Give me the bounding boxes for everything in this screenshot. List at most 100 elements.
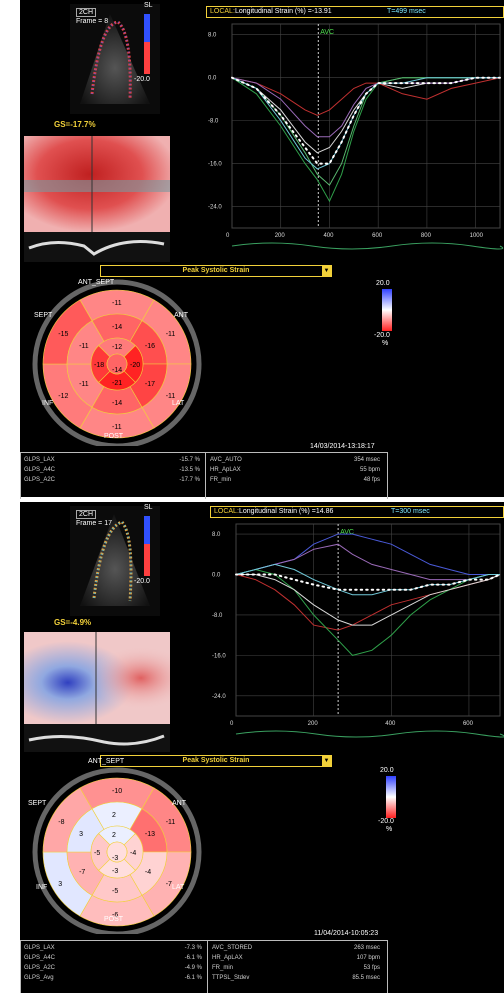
stat-label: AVC_STORED	[212, 945, 253, 951]
avc-label: AVC	[340, 529, 354, 536]
wall-sept: SEPT	[34, 312, 53, 319]
y-tick-label: -16.0	[208, 162, 222, 168]
y-tick-label: 0.0	[212, 573, 221, 579]
segment-value: -15	[58, 331, 68, 338]
segment-apex[interactable]	[106, 841, 128, 863]
strain-heatmap[interactable]	[24, 136, 170, 262]
segment-value: -14	[112, 324, 122, 331]
x-tick-label: 600	[372, 233, 383, 239]
segment-value: -13	[145, 831, 155, 838]
frame-label: Frame = 17	[76, 520, 112, 527]
stats-right: AVC_STORED 263 msec HR_ApLAX 107 bpm FR_min 5…	[212, 941, 382, 987]
thumb-scale-bottom: -20.0	[134, 76, 150, 83]
segment-value: -8	[58, 819, 64, 826]
stat-label: AVC_AUTO	[210, 457, 242, 463]
stats-table: GLPS_LAX -15.7 % GLPS_A4C -13.5 % GLPS_A2C -1…	[20, 452, 388, 499]
stat-value: 85.5 msec	[352, 975, 380, 981]
stat-label: GLPS_A4C	[24, 955, 56, 961]
wall-post: POST	[104, 916, 124, 923]
thumb-scale-bottom: -20.0	[134, 578, 150, 585]
stat-value: -13.5 %	[179, 467, 200, 473]
segment-value: -5	[112, 888, 118, 895]
segment-value: -14	[112, 367, 122, 374]
wall-labels: ANT_SEPT SEPT ANT INF LAT POST	[20, 276, 220, 446]
stat-label: GLPS_A2C	[24, 477, 56, 483]
echo-thumbnail: Frame = 8 2CH SL -20.0	[70, 2, 160, 114]
segment-value: -11	[79, 381, 89, 388]
wall-ant-sept: ANT_SEPT	[88, 758, 125, 765]
echo-image	[80, 514, 150, 606]
chart-title: Longitudinal Strain (%) =14.86	[239, 508, 334, 515]
segment-value: -4	[145, 869, 151, 876]
strain-plot[interactable]: 8.0 0.0 -8.0 -16.0 -24.0 0 200 400 600 AVC	[210, 518, 504, 746]
segment-value: -6	[112, 912, 118, 919]
wall-inf: INF	[42, 400, 54, 407]
x-tick-label: 600	[463, 721, 474, 727]
strain-plot[interactable]: 8.0 0.0 -8.0 -16.0 -24.0 0 200 400 600 800 1000 AVC	[206, 18, 504, 258]
wall-lat: LAT	[172, 884, 185, 891]
y-tick-label: -24.0	[212, 694, 226, 700]
echo-thumbnail: Frame = 17 2CH SL -20.0	[70, 504, 160, 616]
frame-label: Frame = 8	[76, 18, 109, 25]
segment-value: -11	[112, 300, 122, 307]
outer-ring	[32, 279, 202, 446]
stat-label: GLPS_Avg	[24, 975, 54, 981]
bullseye-title: Peak Systolic Strain	[182, 267, 250, 274]
x-tick-label: 1000	[470, 233, 484, 239]
series-line-1	[235, 543, 500, 581]
wall-lat: LAT	[172, 400, 185, 407]
wall-labels: ANT_SEPT SEPT ANT INF LAT POST	[20, 758, 220, 934]
bullseye-plot[interactable]: -11 -11 -11 -11 -12 -15 -14 -16 -17 -14 -11 -11 -12 -…	[22, 276, 212, 446]
scale-sl: SL	[144, 504, 153, 511]
segment-value: -18	[94, 362, 104, 369]
color-scale	[382, 289, 392, 331]
global-strain-label: GS=-17.7%	[54, 120, 96, 129]
y-tick-label: -16.0	[212, 653, 226, 659]
segment-value: -11	[166, 331, 176, 338]
strain-panel-2: Frame = 17 2CH SL -20.0 GS=-4.9% LOCAL: …	[20, 502, 504, 993]
wall-ant: ANT	[172, 800, 186, 807]
chevron-down-icon[interactable]: ▼	[322, 756, 331, 766]
wall-sept: SEPT	[28, 800, 47, 807]
x-tick-label: 400	[385, 721, 396, 727]
segment-value: -5	[94, 850, 100, 857]
segment-value: -14	[112, 400, 122, 407]
series-line-4	[236, 574, 501, 626]
stat-value: -4.9 %	[184, 965, 202, 971]
chevron-down-icon[interactable]: ▼	[322, 266, 331, 276]
segment-value: -3	[112, 855, 118, 862]
y-tick-label: 8.0	[212, 532, 221, 538]
stat-value: 53 fps	[363, 965, 380, 971]
stat-value: -6.1 %	[184, 975, 202, 981]
view-tag: 2CH	[76, 510, 97, 519]
series-line-6	[231, 76, 501, 165]
scale-sl: SL	[144, 2, 153, 9]
strain-heatmap[interactable]	[24, 632, 170, 752]
segment-apex[interactable]	[106, 353, 128, 375]
stats-left: GLPS_LAX -15.7 % GLPS_A4C -13.5 % GLPS_A2C -1…	[24, 453, 202, 499]
segment-value: 2	[112, 812, 116, 819]
scale-unit: %	[382, 340, 389, 347]
wall-ant: ANT	[174, 312, 188, 319]
stats-table: GLPS_LAX -7.3 % GLPS_A4C -6.1 % GLPS_A2C -4.9…	[20, 940, 388, 993]
chart-title: Longitudinal Strain (%) =-13.91	[235, 8, 332, 15]
timestamp: 11/04/2014-10:05:23	[314, 930, 379, 937]
bullseye-selector[interactable]: Peak Systolic Strain ▼	[100, 755, 332, 767]
scale-top: 20.0	[376, 280, 390, 287]
wall-post: POST	[104, 433, 124, 440]
local-label: LOCAL:	[214, 508, 239, 515]
stat-label: TTPSL_Stdev	[212, 975, 250, 981]
stat-label: GLPS_LAX	[24, 457, 55, 463]
stat-value: 107 bpm	[356, 955, 380, 961]
bullseye-selector[interactable]: Peak Systolic Strain ▼	[100, 265, 332, 277]
segment-value: -16	[145, 343, 155, 350]
segment-value: -12	[112, 344, 122, 351]
segment-value: -11	[166, 393, 176, 400]
bullseye-plot[interactable]: -10-11-7-63-82-13-4-5-732-4-3-5-6-3	[22, 764, 212, 934]
color-scale	[386, 776, 396, 818]
segment-value: -17	[145, 381, 155, 388]
segment-value: -7	[79, 869, 85, 876]
segment-value: -10	[112, 788, 122, 795]
x-tick-label: 200	[275, 233, 286, 239]
y-tick-label: 0.0	[208, 76, 217, 82]
